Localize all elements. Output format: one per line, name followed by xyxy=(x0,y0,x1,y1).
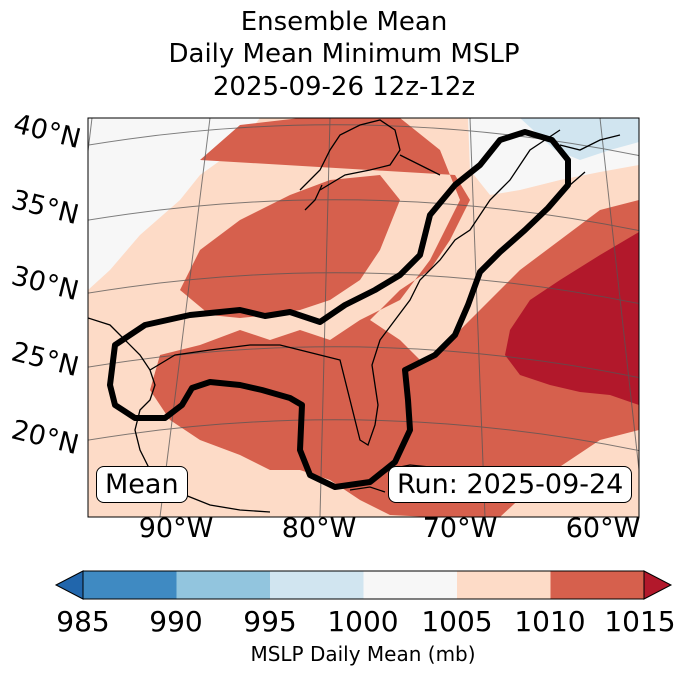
colorbar-1000-1005 xyxy=(363,571,457,599)
colorbar-tick-985: 985 xyxy=(56,605,110,638)
map-frame xyxy=(87,117,640,518)
title-line-2: Daily Mean Minimum MSLP xyxy=(168,39,520,69)
field-above-1015 xyxy=(505,232,639,405)
run-label: Run: 2025-09-24 xyxy=(388,466,633,503)
colorbar-990-995 xyxy=(176,571,270,599)
colorbar-tick-1015: 1015 xyxy=(604,605,676,638)
colorbar-1010-1015 xyxy=(550,571,644,599)
title-line-3: 2025-09-26 12z-12z xyxy=(212,72,476,102)
title-line-1: Ensemble Mean xyxy=(240,7,448,37)
field-1010-1015-west xyxy=(180,175,400,318)
field-1010-1015 xyxy=(150,118,639,517)
colorbar-985-990 xyxy=(83,571,177,599)
lon-label-70w: 70°W xyxy=(422,513,498,544)
colorbar-tick-990: 990 xyxy=(149,605,203,638)
colorbar-tick-1010: 1010 xyxy=(514,605,586,638)
colorbar-1005-1010 xyxy=(457,571,551,599)
colorbar xyxy=(54,570,673,600)
lon-label-80w: 80°W xyxy=(281,513,357,544)
colorbar-tick-1005: 1005 xyxy=(421,605,493,638)
colorbar-995-1000 xyxy=(270,571,364,599)
lon-label-60w: 60°W xyxy=(565,513,641,544)
colorbar-extend-high xyxy=(643,570,673,600)
colorbar-tick-1000: 1000 xyxy=(327,605,399,638)
lon-label-90w: 90°W xyxy=(138,513,214,544)
colorbar-tick-995: 995 xyxy=(243,605,297,638)
mean-label: Mean xyxy=(96,466,188,503)
track-contour xyxy=(107,129,571,490)
colorbar-extend-low xyxy=(54,570,84,600)
colorbar-label: MSLP Daily Mean (mb) xyxy=(250,642,476,666)
